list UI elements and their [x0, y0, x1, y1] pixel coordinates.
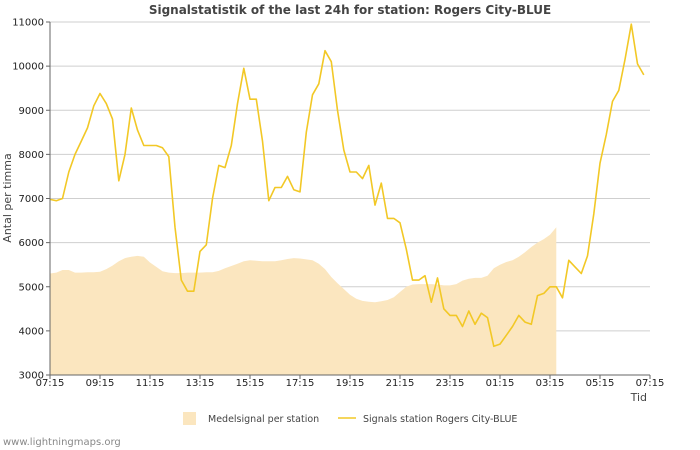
legend-label-line: Signals station Rogers City-BLUE [363, 414, 517, 425]
line-series-layer [49, 23, 645, 348]
x-tick-label: 15:15 [236, 378, 265, 389]
x-tick-label: 09:15 [86, 378, 115, 389]
x-tick-label: 05:15 [586, 378, 615, 389]
y-tick-label: 10000 [12, 62, 44, 73]
x-tick-label: 19:15 [336, 378, 365, 389]
x-tick-labels: 07:15 09:15 11:15 13:15 15:15 17:15 19:15 21:15… [36, 378, 665, 389]
legend-swatch-area [183, 412, 196, 425]
x-tick-label: 21:15 [386, 378, 415, 389]
x-tick-label: 17:15 [286, 378, 315, 389]
site-credit: www.lightningmaps.org [3, 437, 121, 448]
x-tick-label: 13:15 [186, 378, 215, 389]
x-tick-label: 07:15 [36, 378, 65, 389]
legend: Medelsignal per station Signals station … [183, 412, 517, 425]
x-tick-label: 11:15 [136, 378, 165, 389]
axes [46, 21, 651, 379]
x-tick-label: 03:15 [536, 378, 565, 389]
y-tick-label: 9000 [19, 106, 44, 117]
x-tick-label: 01:15 [486, 378, 515, 389]
y-tick-labels: 3000 4000 5000 6000 7000 8000 9000 10000 11000 [12, 18, 44, 382]
chart-title: Signalstatistik of the last 24h for stat… [149, 3, 551, 17]
y-axis-label: Antal per timma [1, 153, 14, 242]
y-tick-label: 8000 [19, 150, 44, 161]
area-series-layer [50, 227, 557, 375]
line-signals-rogers-city-blue [49, 23, 645, 348]
area-medelsignal [50, 227, 557, 375]
x-tick-label: 23:15 [436, 378, 465, 389]
legend-label-area: Medelsignal per station [208, 414, 319, 425]
y-tick-label: 11000 [12, 18, 44, 29]
y-tick-label: 3000 [19, 371, 44, 382]
y-tick-label: 4000 [19, 326, 44, 337]
y-tick-label: 7000 [19, 194, 44, 205]
x-axis-label: Tid [630, 391, 647, 404]
y-tick-label: 6000 [19, 238, 44, 249]
x-tick-label: 07:15 [636, 378, 665, 389]
y-tick-label: 5000 [19, 282, 44, 293]
